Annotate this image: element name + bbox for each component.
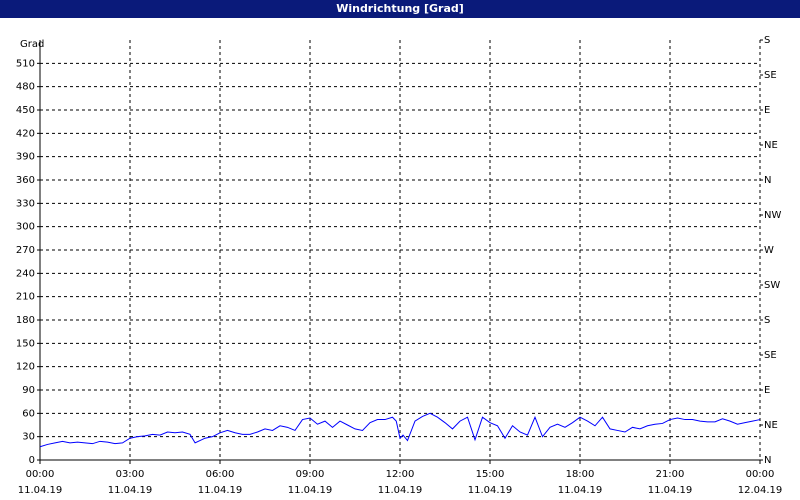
y2-tick-label: NW xyxy=(764,210,781,221)
chart-title: Windrichtung [Grad] xyxy=(336,2,464,15)
y2-tick-label: NE xyxy=(764,140,778,151)
y-tick-label: 30 xyxy=(22,432,35,443)
y-tick-label: 180 xyxy=(16,315,35,326)
x-tick-date: 11.04.19 xyxy=(378,485,423,496)
x-tick-label: 15:00 xyxy=(476,469,505,480)
y-tick-label: 240 xyxy=(16,268,35,279)
y2-tick-label: SE xyxy=(764,350,777,361)
x-tick-date: 11.04.19 xyxy=(288,485,333,496)
y-tick-label: 300 xyxy=(16,222,35,233)
y-tick-label: 360 xyxy=(16,175,35,186)
x-tick-date: 11.04.19 xyxy=(558,485,603,496)
y-tick-label: 330 xyxy=(16,198,35,209)
x-tick-label: 00:00 xyxy=(26,469,55,480)
x-tick-label: 03:00 xyxy=(116,469,145,480)
x-tick-label: 09:00 xyxy=(296,469,325,480)
y2-tick-label: S xyxy=(764,315,770,326)
y2-tick-label: NE xyxy=(764,420,778,431)
x-tick-date: 11.04.19 xyxy=(468,485,513,496)
y2-tick-label: E xyxy=(764,385,770,396)
y2-tick-label: N xyxy=(764,455,771,466)
y-tick-label: 120 xyxy=(16,362,35,373)
y-tick-label: 270 xyxy=(16,245,35,256)
y-tick-label: 150 xyxy=(16,338,35,349)
x-tick-label: 00:00 xyxy=(746,469,775,480)
y-tick-label: 420 xyxy=(16,128,35,139)
y-tick-label: 0 xyxy=(29,455,35,466)
x-tick-label: 21:00 xyxy=(656,469,685,480)
y-axis-label: Grad xyxy=(20,39,44,50)
x-tick-date: 11.04.19 xyxy=(18,485,63,496)
data-line xyxy=(39,412,761,448)
y2-tick-label: N xyxy=(764,175,771,186)
x-tick-label: 12:00 xyxy=(386,469,415,480)
y2-tick-label: SW xyxy=(764,280,780,291)
x-tick-date: 11.04.19 xyxy=(108,485,153,496)
y2-tick-label: E xyxy=(764,105,770,116)
y2-tick-label: W xyxy=(764,245,774,256)
x-tick-label: 06:00 xyxy=(206,469,235,480)
y-tick-label: 390 xyxy=(16,152,35,163)
y2-tick-label: S xyxy=(764,35,770,46)
y-tick-label: 60 xyxy=(22,408,35,419)
y-tick-label: 90 xyxy=(22,385,35,396)
x-tick-date: 11.04.19 xyxy=(198,485,243,496)
x-tick-date: 12.04.19 xyxy=(738,485,783,496)
y-tick-label: 450 xyxy=(16,105,35,116)
y-tick-label: 480 xyxy=(16,82,35,93)
x-tick-label: 18:00 xyxy=(566,469,595,480)
y2-tick-label: SE xyxy=(764,70,777,81)
x-tick-date: 11.04.19 xyxy=(648,485,693,496)
y-tick-label: 510 xyxy=(16,58,35,69)
title-bar xyxy=(0,0,800,18)
y-tick-label: 210 xyxy=(16,292,35,303)
